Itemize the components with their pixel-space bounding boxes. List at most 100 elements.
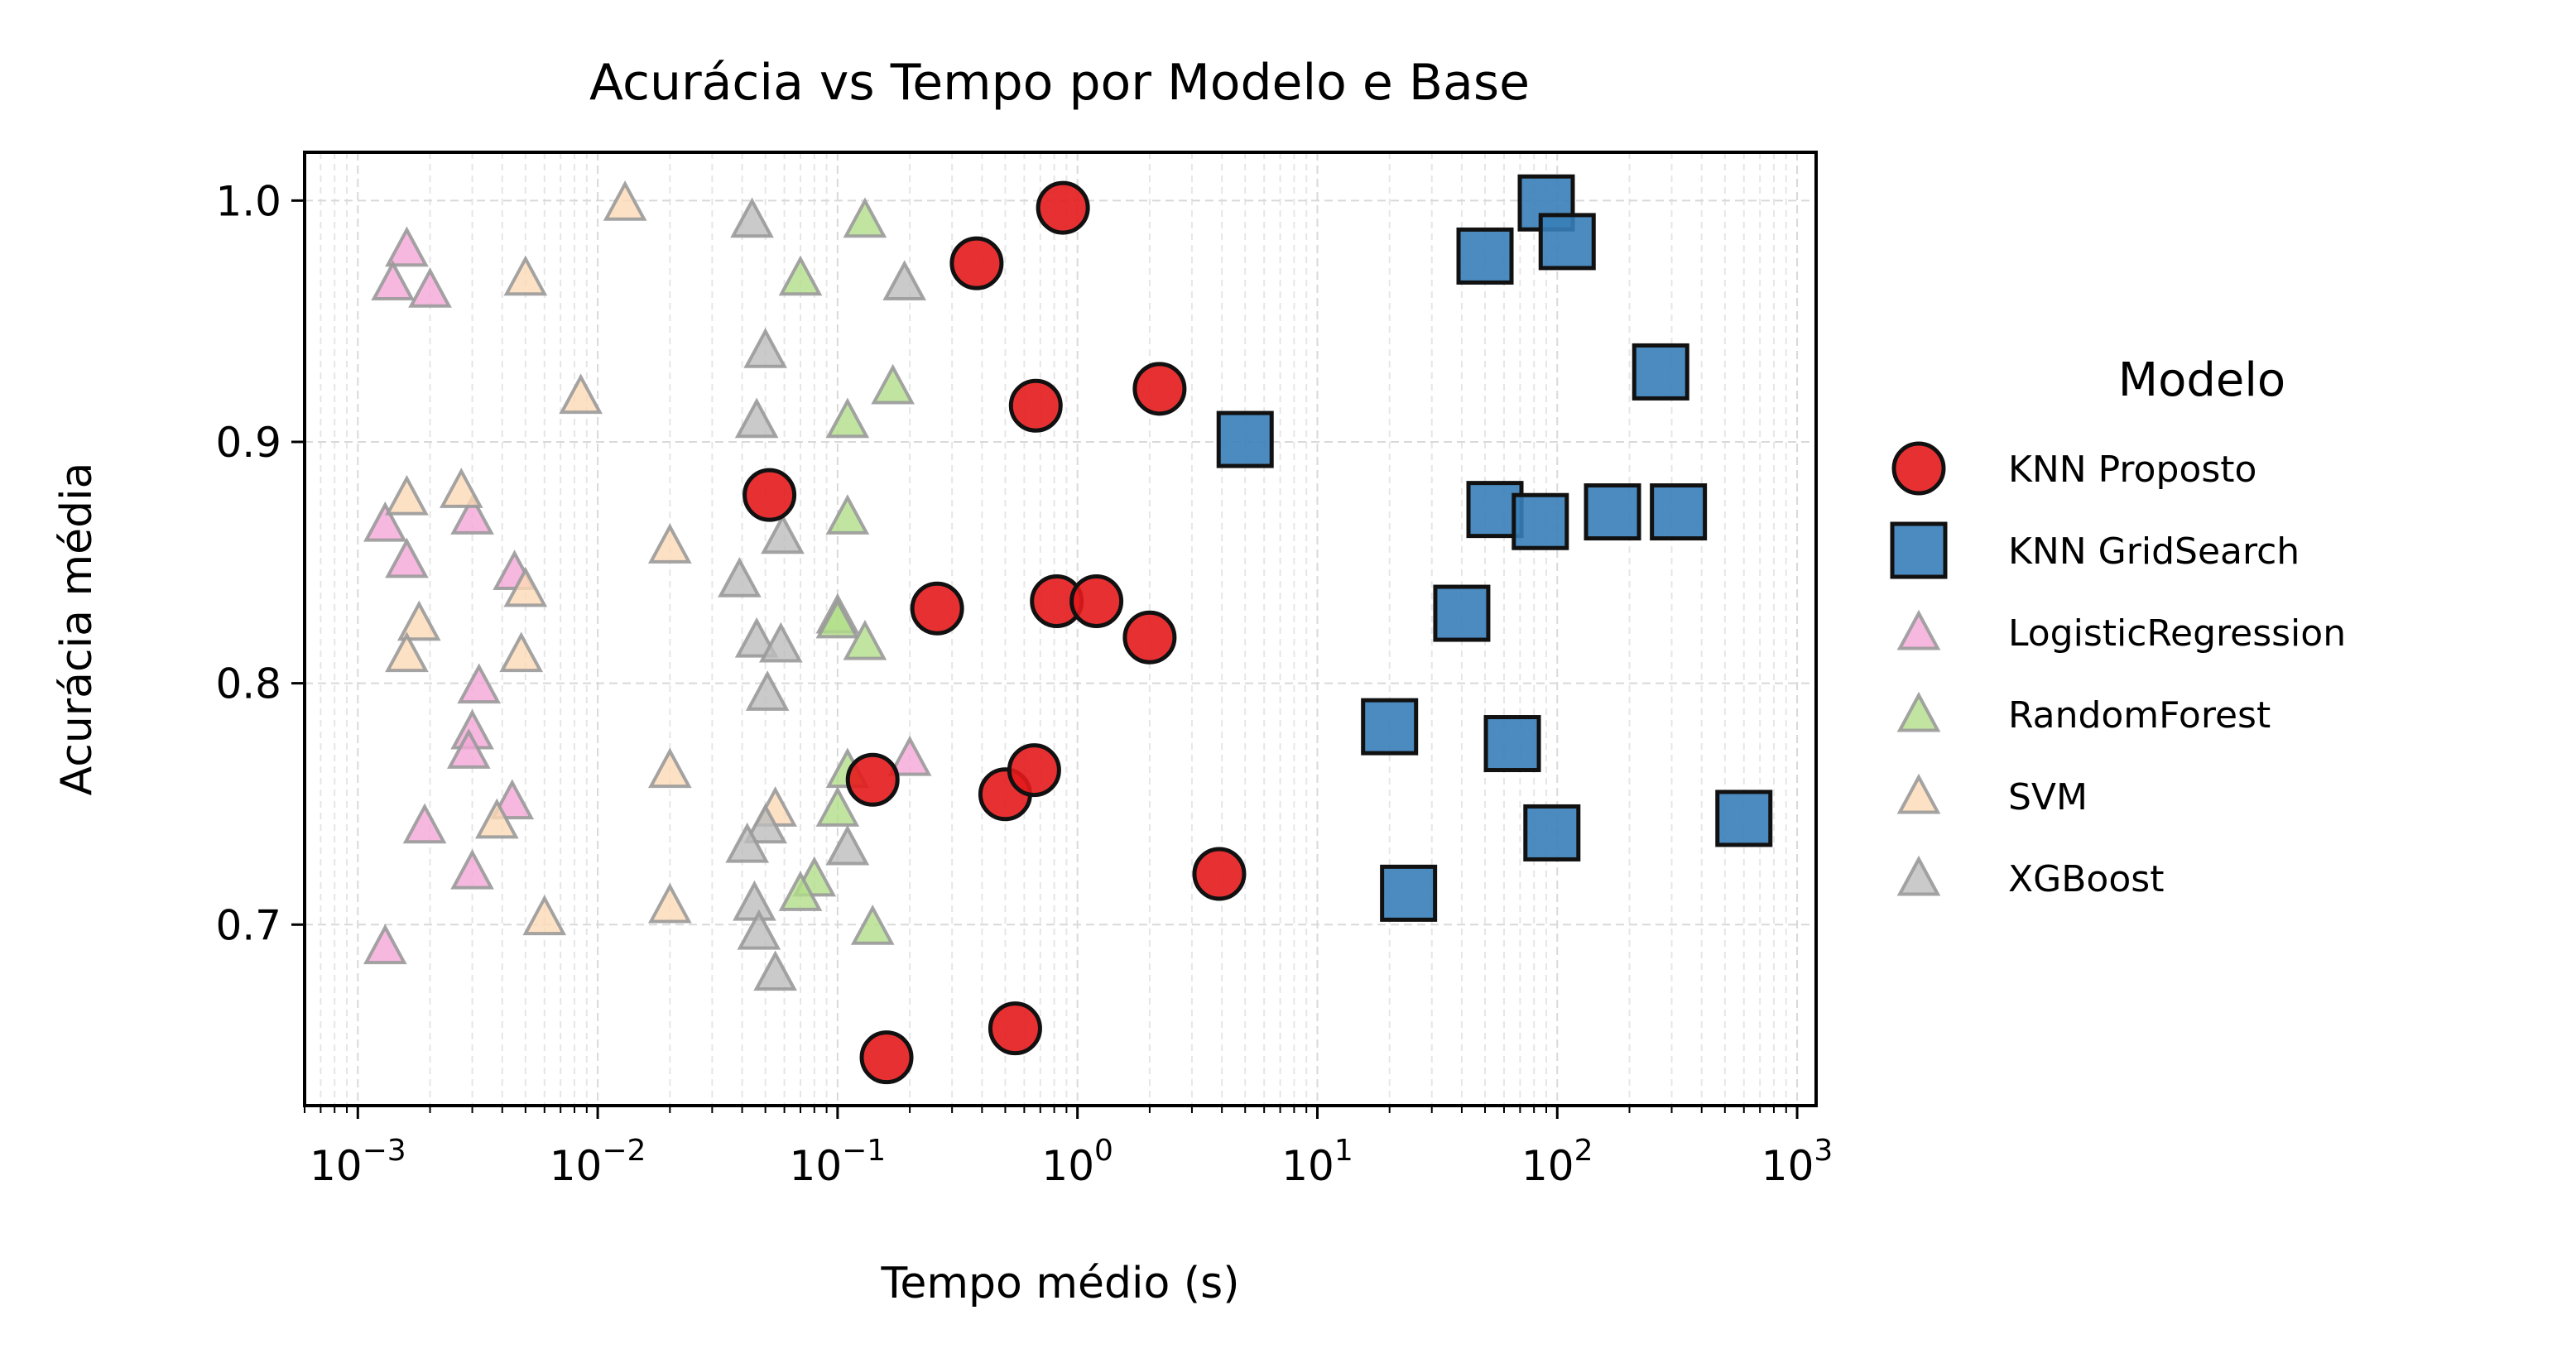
legend-label: KNN GridSearch — [2008, 530, 2300, 573]
chart-title: Acurácia vs Tempo por Modelo e Base — [589, 54, 1530, 112]
data-point — [503, 255, 548, 296]
data-point — [778, 255, 823, 296]
data-point — [1361, 698, 1419, 756]
legend-title: Modelo — [2118, 353, 2285, 407]
data-point — [1523, 804, 1581, 861]
legend-label: RandomForest — [2008, 694, 2271, 737]
data-point — [1122, 610, 1177, 665]
data-point — [647, 523, 692, 564]
data-point — [949, 236, 1004, 290]
data-point — [859, 1030, 914, 1085]
series-xgboost — [718, 197, 927, 991]
x-tick-label: 101 — [1281, 1134, 1353, 1190]
data-point — [490, 779, 535, 820]
data-point — [363, 924, 407, 965]
series-knn-proposto — [743, 180, 1247, 1085]
data-point — [1192, 847, 1247, 901]
series-svm — [385, 180, 797, 936]
data-point — [1584, 483, 1641, 541]
data-point — [474, 798, 519, 839]
legend-item: SVM — [1896, 773, 2088, 818]
legend-marker — [1896, 773, 1941, 814]
legend-marker — [1896, 691, 1941, 732]
legend-items: KNN Proposto KNN GridSearch LogisticRegres… — [1890, 441, 2346, 900]
data-point — [402, 803, 447, 844]
data-point — [850, 904, 895, 945]
data-point — [371, 260, 415, 301]
x-tick-label: 103 — [1761, 1134, 1833, 1190]
x-tick-label: 10−2 — [550, 1134, 646, 1190]
data-point — [1433, 584, 1491, 642]
data-point — [743, 327, 787, 368]
data-point — [753, 950, 797, 991]
legend-item: KNN Proposto — [1891, 441, 2256, 496]
y-tick-label: 0.9 — [215, 419, 281, 467]
data-point — [450, 848, 494, 890]
legend: Modelo KNN Proposto KNN GridSearch Logisti… — [1890, 353, 2346, 900]
data-point — [871, 363, 916, 405]
data-point — [737, 909, 781, 950]
data-point — [522, 895, 567, 936]
data-point — [988, 1001, 1042, 1056]
legend-marker — [1896, 609, 1941, 650]
x-tick-label: 100 — [1041, 1134, 1113, 1190]
data-point — [743, 803, 787, 844]
legend-label: KNN Proposto — [2008, 449, 2256, 491]
legend-marker — [1896, 855, 1941, 896]
data-point — [363, 501, 407, 542]
data-point — [1216, 410, 1274, 468]
data-point — [1632, 343, 1689, 401]
data-point — [385, 474, 429, 516]
data-point — [1008, 378, 1063, 433]
data-point — [882, 260, 927, 301]
data-point — [439, 468, 483, 508]
x-tick-label: 10−3 — [310, 1134, 406, 1190]
data-point — [408, 267, 452, 308]
legend-item: KNN GridSearch — [1890, 521, 2300, 579]
data-point — [745, 670, 790, 711]
x-tick-label: 102 — [1521, 1134, 1593, 1190]
y-tick-label: 1.0 — [215, 177, 281, 225]
data-point — [825, 494, 870, 535]
data-point — [1511, 492, 1569, 550]
data-point — [730, 197, 774, 238]
data-point — [887, 735, 932, 776]
data-point — [843, 197, 887, 238]
data-point — [385, 631, 429, 673]
axis-ticks: 10−3 10−2 10−1 100 101 102 103 0.7 0.8 0.9 1.0 — [215, 177, 1833, 1190]
data-point — [1456, 227, 1514, 285]
series-knn-gridsearch — [1216, 174, 1773, 922]
data-point — [1132, 362, 1187, 416]
data-point — [734, 397, 779, 439]
legend-label: SVM — [2008, 776, 2088, 818]
data-point — [559, 373, 603, 415]
data-point — [778, 871, 823, 911]
data-point — [761, 513, 805, 554]
data-point — [647, 747, 692, 789]
data-point — [385, 226, 429, 267]
data-point — [647, 882, 692, 924]
data-point — [725, 822, 770, 863]
data-point — [815, 598, 860, 639]
y-axis-label: Acurácia média — [52, 463, 102, 796]
legend-label: XGBoost — [2008, 858, 2164, 900]
legend-label: LogisticRegression — [2008, 612, 2346, 655]
data-point — [815, 786, 860, 827]
data-point — [843, 619, 887, 660]
series-logisticregression — [363, 226, 932, 965]
x-axis-label: Tempo médio (s) — [880, 1259, 1239, 1308]
data-point — [845, 752, 900, 807]
data-point — [1538, 213, 1596, 271]
data-point — [1483, 715, 1541, 773]
data-point — [446, 728, 491, 769]
data-point — [718, 557, 762, 598]
data-point — [457, 663, 502, 704]
legend-item: LogisticRegression — [1896, 609, 2346, 655]
data-point — [385, 537, 429, 578]
data-point — [758, 622, 803, 663]
legend-marker — [1891, 441, 1946, 496]
data-point — [825, 824, 870, 866]
plot-area-frame — [303, 151, 1818, 1107]
data-point — [825, 397, 870, 439]
